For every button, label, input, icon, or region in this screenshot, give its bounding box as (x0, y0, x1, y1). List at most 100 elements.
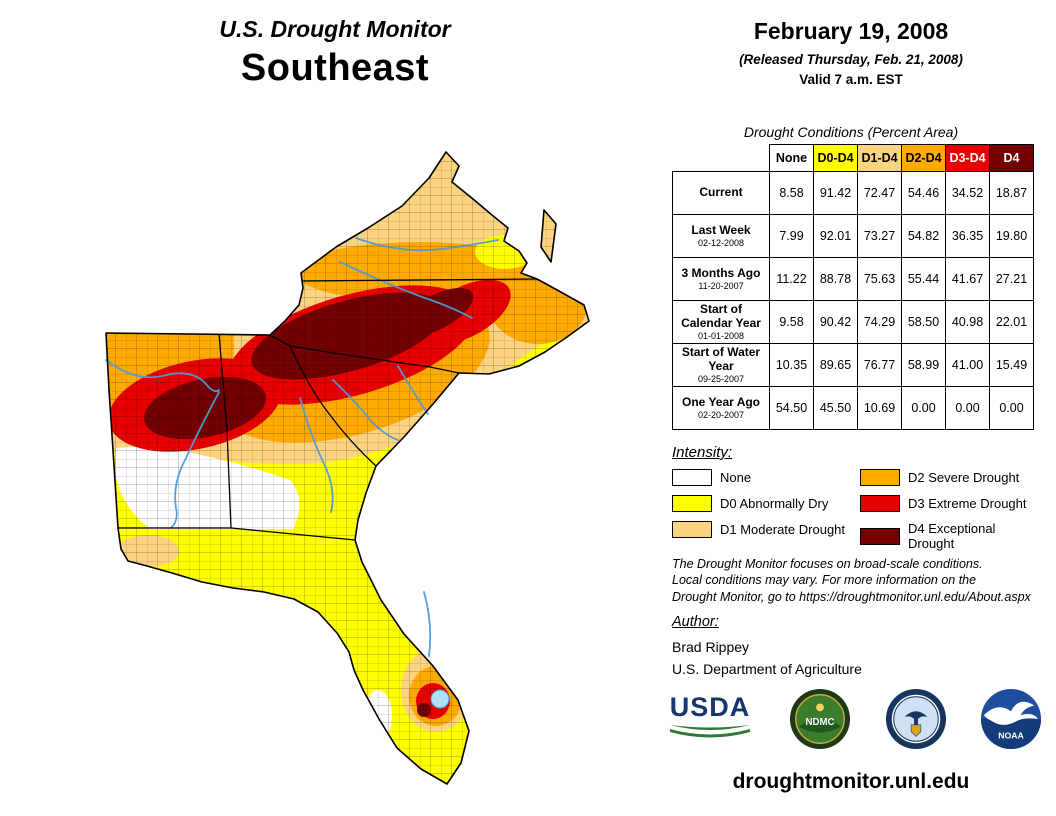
value-cell: 0.00 (901, 386, 946, 430)
disclaimer-line: Local conditions may vary. For more info… (672, 573, 977, 588)
map-title-block: U.S. Drought Monitor Southeast (85, 16, 585, 90)
legend-label: D1 Moderate Drought (720, 522, 846, 537)
value-cell: 15.49 (989, 343, 1034, 387)
legend-item-d4: D4 Exceptional Drought (860, 521, 1038, 551)
lake-okeechobee (430, 689, 450, 709)
valid-time: Valid 7 a.m. EST (799, 72, 903, 87)
legend-swatch-d3 (860, 495, 900, 512)
table-row-last-week: Last Week 02-12-2008 7.99 92.01 73.27 54… (672, 214, 1034, 258)
legend-item-d0: D0 Abnormally Dry (672, 495, 850, 512)
legend-swatch-d1 (672, 521, 712, 538)
row-label: 3 Months Ago 11-20-2007 (672, 257, 770, 301)
footer-url: droughtmonitor.unl.edu (732, 770, 970, 793)
table-row-current: Current 8.58 91.42 72.47 54.46 34.52 18.… (672, 171, 1034, 215)
legend: Intensity: None D0 Abnormally Dry D1 Mod… (672, 444, 1038, 551)
disclaimer-line: The Drought Monitor focuses on broad-sca… (672, 557, 983, 571)
value-cell: 7.99 (769, 214, 814, 258)
page-title: U.S. Drought Monitor (219, 16, 451, 42)
value-cell: 55.44 (901, 257, 946, 301)
county-grid (106, 152, 589, 784)
row-label: Start of Calendar Year 01-01-2008 (672, 300, 770, 344)
column-header-d0-d4: D0-D4 (813, 144, 858, 172)
column-header-d4: D4 (989, 144, 1034, 172)
column-header-d1-d4: D1-D4 (857, 144, 902, 172)
southeast-drought-map (105, 151, 590, 785)
legend-item-d2: D2 Severe Drought (860, 469, 1038, 486)
usda-swoosh-icon (670, 725, 750, 738)
legend-label: D0 Abnormally Dry (720, 496, 829, 511)
rivers (105, 237, 499, 657)
value-cell: 45.50 (813, 386, 858, 430)
commerce-seal-logo (885, 688, 946, 750)
column-header-d3-d4: D3-D4 (945, 144, 990, 172)
legend-swatch-d4 (860, 527, 900, 545)
value-cell: 76.77 (857, 343, 902, 387)
table-row-3-months-ago: 3 Months Ago 11-20-2007 11.22 88.78 75.6… (672, 257, 1034, 301)
noaa-logo: NOAA (980, 688, 1042, 750)
value-cell: 72.47 (857, 171, 902, 215)
value-cell: 54.82 (901, 214, 946, 258)
row-label: Start of Water Year 09-25-2007 (672, 343, 770, 387)
legend-label: D4 Exceptional Drought (908, 521, 996, 551)
ndmc-label: NDMC (806, 717, 835, 728)
intensity-heading: Intensity: (672, 444, 733, 461)
value-cell: 92.01 (813, 214, 858, 258)
legend-swatch-d2 (860, 469, 900, 486)
table-title: Drought Conditions (Percent Area) (743, 124, 959, 140)
legend-item-d3: D3 Extreme Drought (860, 495, 1038, 512)
value-cell: 19.80 (989, 214, 1034, 258)
value-cell: 54.50 (769, 386, 814, 430)
value-cell: 58.50 (901, 300, 946, 344)
usda-wordmark: USDA (669, 692, 751, 722)
report-header: February 19, 2008 (Released Thursday, Fe… (668, 18, 1034, 87)
value-cell: 41.67 (945, 257, 990, 301)
value-cell: 36.35 (945, 214, 990, 258)
drought-fill-layers (106, 152, 589, 784)
value-cell: 75.63 (857, 257, 902, 301)
value-cell: 9.58 (769, 300, 814, 344)
legend-item-d1: D1 Moderate Drought (672, 521, 850, 538)
region-title: Southeast (240, 47, 430, 89)
author-heading: Author: (672, 614, 719, 630)
value-cell: 58.99 (901, 343, 946, 387)
value-cell: 54.46 (901, 171, 946, 215)
legend-item-none: None (672, 469, 850, 486)
legend-swatch-none (672, 469, 712, 486)
value-cell: 73.27 (857, 214, 902, 258)
legend-label: None (720, 470, 752, 485)
report-date: February 19, 2008 (753, 18, 949, 44)
author-block: Author: Brad Rippey U.S. Department of A… (672, 614, 1038, 677)
value-cell: 41.00 (945, 343, 990, 387)
value-cell: 88.78 (813, 257, 858, 301)
row-label: Last Week 02-12-2008 (672, 214, 770, 258)
column-header-d2-d4: D2-D4 (901, 144, 946, 172)
drought-conditions-table: None D0-D4 D1-D4 D2-D4 D3-D4 D4 Current … (672, 144, 1034, 430)
logos-row: USDA NDMC NOAA (664, 688, 1042, 750)
legend-label: D3 Extreme Drought (908, 496, 1027, 511)
release-note: (Released Thursday, Feb. 21, 2008) (739, 52, 963, 67)
value-cell: 0.00 (945, 386, 990, 430)
table-header-row: None D0-D4 D1-D4 D2-D4 D3-D4 D4 (672, 144, 1034, 172)
author-org: U.S. Department of Agriculture (672, 661, 862, 677)
table-row-start-water-year: Start of Water Year 09-25-2007 10.35 89.… (672, 343, 1034, 387)
region-outline (105, 151, 590, 785)
value-cell: 89.65 (813, 343, 858, 387)
value-cell: 40.98 (945, 300, 990, 344)
value-cell: 10.35 (769, 343, 814, 387)
value-cell: 18.87 (989, 171, 1034, 215)
value-cell: 22.01 (989, 300, 1034, 344)
value-cell: 90.42 (813, 300, 858, 344)
column-header-none: None (769, 144, 814, 172)
table-row-one-year-ago: One Year Ago 02-20-2007 54.50 45.50 10.6… (672, 386, 1034, 430)
legend-label: D2 Severe Drought (908, 470, 1020, 485)
ndmc-logo: NDMC (790, 688, 851, 750)
value-cell: 0.00 (989, 386, 1034, 430)
row-label: Current (672, 171, 770, 215)
disclaimer: The Drought Monitor focuses on broad-sca… (672, 556, 1044, 605)
value-cell: 11.22 (769, 257, 814, 301)
state-borders (118, 278, 538, 541)
value-cell: 34.52 (945, 171, 990, 215)
legend-swatch-d0 (672, 495, 712, 512)
usda-logo: USDA (664, 694, 756, 744)
